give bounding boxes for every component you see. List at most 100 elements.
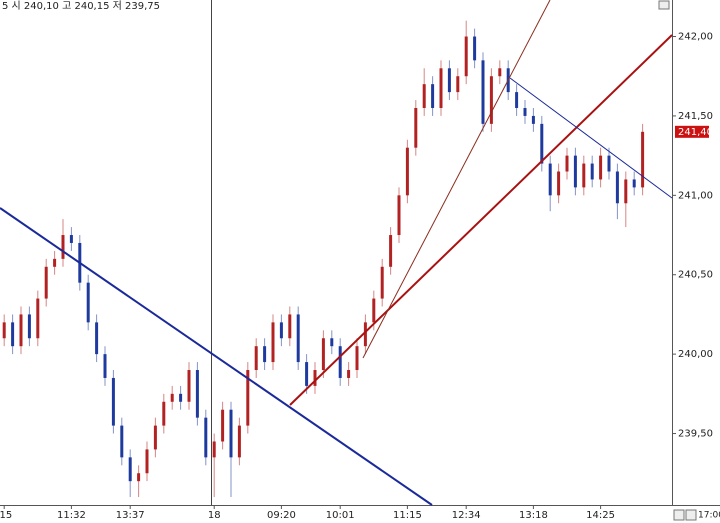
y-tick-label: 240,00 [678, 349, 713, 360]
candle-body [111, 377, 115, 426]
candle-body [27, 314, 31, 339]
candle-body [128, 457, 132, 482]
tool-icon[interactable] [685, 509, 697, 521]
candle-body [254, 346, 258, 371]
candle-body [405, 147, 409, 196]
candle-body [330, 338, 334, 347]
candle-body [431, 84, 435, 108]
candle-body [489, 76, 493, 124]
trend-line [289, 34, 673, 406]
candle-body [44, 266, 48, 299]
candle-body [380, 266, 384, 299]
y-tick-label: 240,50 [678, 270, 713, 281]
y-tick-label: 242,00 [678, 32, 713, 43]
y-tick-label: 241,00 [678, 190, 713, 201]
y-tick-label: 239,50 [678, 429, 713, 440]
candle-body [271, 322, 275, 363]
candle-body [439, 68, 443, 108]
candle-body [565, 155, 569, 172]
candle-body [221, 409, 225, 442]
candle-body [246, 370, 250, 426]
candle-body [607, 155, 611, 172]
candles [2, 20, 645, 498]
x-tick-label: 13:37 [116, 510, 145, 521]
candle-body [355, 346, 359, 371]
x-tick-label: 10:01 [326, 510, 355, 521]
candle-body [279, 322, 283, 339]
x-end-label: 17:00:00 [698, 511, 720, 521]
candle-body [632, 179, 636, 188]
candle-body [531, 115, 535, 124]
candle-body [523, 107, 527, 116]
candle-body [540, 123, 544, 164]
candle-body [95, 322, 99, 355]
candle-body [363, 322, 367, 347]
candle-body [481, 60, 485, 124]
price-tag-label: 241,40 [678, 127, 713, 138]
candle-body [473, 36, 477, 61]
candle-body [321, 338, 325, 371]
x-tick-label: 18 [208, 510, 221, 521]
candle-body [69, 235, 73, 243]
candle-body [624, 179, 628, 204]
candle-body [389, 235, 393, 267]
menu-icon[interactable] [658, 0, 670, 10]
trend-line [0, 207, 433, 506]
y-tick-label: 241,50 [678, 111, 713, 122]
candle-body [2, 322, 6, 339]
candle-body [422, 84, 426, 108]
candle-body [548, 163, 552, 196]
x-tick-label: 12:34 [452, 510, 481, 521]
candle-body [414, 107, 418, 148]
candle-body [582, 163, 586, 188]
candle-body [296, 314, 300, 363]
candle-body [397, 195, 401, 236]
candle-body [641, 131, 645, 188]
candle-body [86, 282, 90, 323]
candle-body [456, 76, 460, 93]
candle-body [464, 36, 468, 77]
candle-body [229, 409, 233, 458]
candle-body [237, 425, 241, 458]
price-tag [675, 125, 709, 138]
x-tick-label: 14:25 [586, 510, 615, 521]
candle-body [498, 68, 502, 77]
candle-body [590, 163, 594, 180]
candle-body [187, 370, 191, 402]
trend-line [362, 0, 551, 359]
candle-body [11, 322, 15, 347]
x-tick-label: 13:18 [519, 510, 548, 521]
candle-body [103, 354, 107, 378]
candle-body [372, 298, 376, 323]
candle-body [305, 362, 309, 386]
candle-body [53, 258, 57, 267]
candle-body [61, 235, 65, 259]
trend-line [509, 77, 673, 199]
candle-body [212, 441, 216, 458]
tool-icon[interactable] [673, 509, 685, 521]
candle-body [263, 346, 267, 363]
candle-body [195, 370, 199, 418]
x-tick-label: :15 [0, 510, 12, 521]
candle-body [137, 473, 141, 482]
candle-body [573, 155, 577, 188]
candle-body [120, 425, 124, 458]
candle-body [162, 401, 166, 426]
x-tick-label: 11:32 [57, 510, 86, 521]
candle-body [145, 449, 149, 474]
candle-body [599, 155, 603, 180]
candle-body [36, 298, 40, 339]
candle-body [19, 314, 23, 347]
candle-body [447, 68, 451, 93]
candle-body [515, 92, 519, 108]
candle-body [615, 171, 619, 204]
candle-body [153, 425, 157, 450]
x-tick-label: 11:15 [393, 510, 422, 521]
candle-body [170, 393, 174, 402]
candle-body [204, 417, 208, 458]
candle-body [288, 314, 292, 339]
candle-body [347, 370, 351, 378]
candle-body [179, 393, 183, 402]
